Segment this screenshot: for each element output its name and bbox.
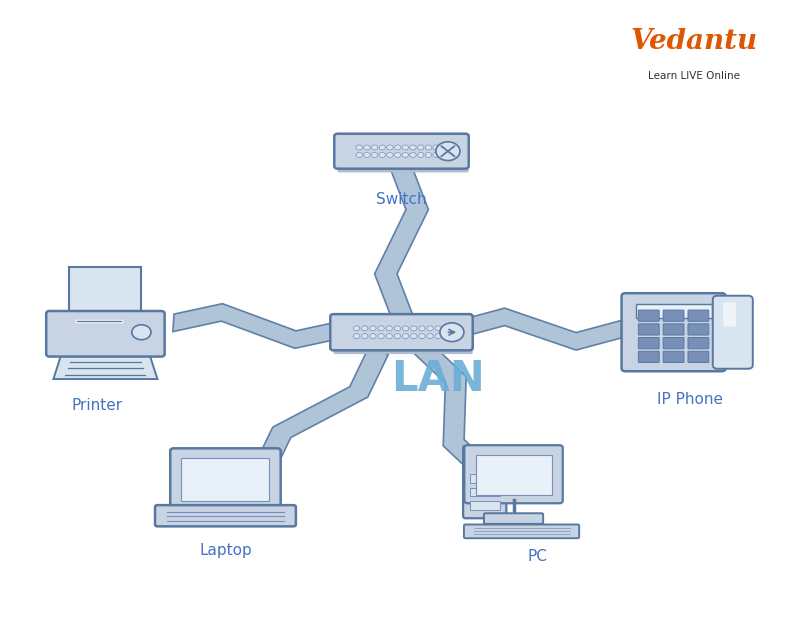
FancyBboxPatch shape [170, 448, 281, 510]
FancyBboxPatch shape [181, 458, 269, 501]
Circle shape [443, 326, 449, 331]
FancyBboxPatch shape [337, 162, 468, 172]
Circle shape [402, 326, 408, 331]
FancyBboxPatch shape [463, 446, 506, 519]
FancyBboxPatch shape [638, 337, 658, 349]
FancyBboxPatch shape [69, 266, 141, 314]
Circle shape [355, 152, 362, 157]
Circle shape [427, 326, 433, 331]
Circle shape [418, 326, 424, 331]
Circle shape [394, 152, 400, 157]
Circle shape [379, 152, 385, 157]
FancyBboxPatch shape [662, 324, 683, 335]
FancyBboxPatch shape [687, 337, 708, 349]
Circle shape [435, 142, 460, 161]
FancyBboxPatch shape [464, 525, 578, 538]
FancyBboxPatch shape [687, 324, 708, 335]
FancyBboxPatch shape [712, 296, 751, 369]
Circle shape [417, 145, 423, 150]
Circle shape [369, 326, 375, 331]
Circle shape [361, 326, 367, 331]
Circle shape [371, 152, 378, 157]
Circle shape [435, 334, 441, 339]
Circle shape [355, 145, 362, 150]
Circle shape [410, 326, 416, 331]
Circle shape [410, 334, 416, 339]
Circle shape [369, 334, 375, 339]
FancyBboxPatch shape [638, 324, 658, 335]
Circle shape [409, 152, 415, 157]
Circle shape [402, 334, 408, 339]
Circle shape [386, 326, 392, 331]
Circle shape [417, 152, 423, 157]
Text: Printer: Printer [71, 398, 123, 413]
Circle shape [402, 152, 408, 157]
Circle shape [435, 326, 441, 331]
Polygon shape [375, 169, 427, 315]
FancyBboxPatch shape [723, 302, 735, 327]
Circle shape [427, 334, 433, 339]
Circle shape [394, 334, 400, 339]
Circle shape [378, 334, 384, 339]
Circle shape [363, 145, 370, 150]
Circle shape [440, 145, 447, 150]
Polygon shape [172, 303, 344, 349]
Circle shape [132, 325, 151, 340]
FancyBboxPatch shape [662, 351, 683, 362]
Circle shape [363, 152, 370, 157]
FancyBboxPatch shape [638, 351, 658, 362]
FancyBboxPatch shape [334, 134, 468, 169]
FancyBboxPatch shape [687, 310, 708, 321]
FancyBboxPatch shape [469, 488, 500, 497]
Circle shape [361, 334, 367, 339]
FancyBboxPatch shape [662, 310, 683, 321]
Polygon shape [459, 308, 621, 350]
Circle shape [378, 326, 384, 331]
Circle shape [386, 334, 392, 339]
Circle shape [424, 152, 431, 157]
FancyBboxPatch shape [662, 337, 683, 349]
Circle shape [353, 326, 359, 331]
Polygon shape [252, 344, 387, 480]
Circle shape [432, 152, 439, 157]
Circle shape [387, 145, 393, 150]
FancyBboxPatch shape [638, 310, 658, 321]
FancyBboxPatch shape [621, 293, 725, 371]
Circle shape [480, 460, 488, 466]
FancyBboxPatch shape [47, 311, 164, 357]
Circle shape [402, 145, 408, 150]
Text: IP Phone: IP Phone [656, 391, 722, 406]
Circle shape [353, 334, 359, 339]
Circle shape [443, 334, 449, 339]
Polygon shape [54, 354, 157, 379]
FancyBboxPatch shape [469, 502, 500, 510]
Polygon shape [413, 347, 496, 476]
FancyBboxPatch shape [155, 505, 295, 526]
Circle shape [379, 145, 385, 150]
Text: Learn LIVE Online: Learn LIVE Online [646, 71, 739, 82]
Circle shape [432, 145, 439, 150]
FancyBboxPatch shape [687, 351, 708, 362]
FancyBboxPatch shape [330, 314, 472, 350]
Circle shape [394, 145, 400, 150]
FancyBboxPatch shape [333, 344, 472, 354]
Circle shape [418, 334, 424, 339]
Circle shape [371, 145, 378, 150]
Circle shape [394, 326, 400, 331]
Text: PC: PC [527, 549, 547, 564]
FancyBboxPatch shape [469, 474, 500, 483]
Text: LAN: LAN [390, 358, 484, 400]
Text: Laptop: Laptop [199, 543, 252, 558]
Text: Switch: Switch [375, 192, 427, 207]
FancyBboxPatch shape [484, 514, 542, 524]
FancyBboxPatch shape [634, 305, 711, 318]
Circle shape [424, 145, 431, 150]
Circle shape [440, 152, 447, 157]
Circle shape [439, 323, 464, 342]
FancyBboxPatch shape [464, 445, 562, 503]
Circle shape [409, 145, 415, 150]
Circle shape [387, 152, 393, 157]
FancyBboxPatch shape [475, 455, 551, 495]
Text: Vedantu: Vedantu [630, 28, 756, 55]
